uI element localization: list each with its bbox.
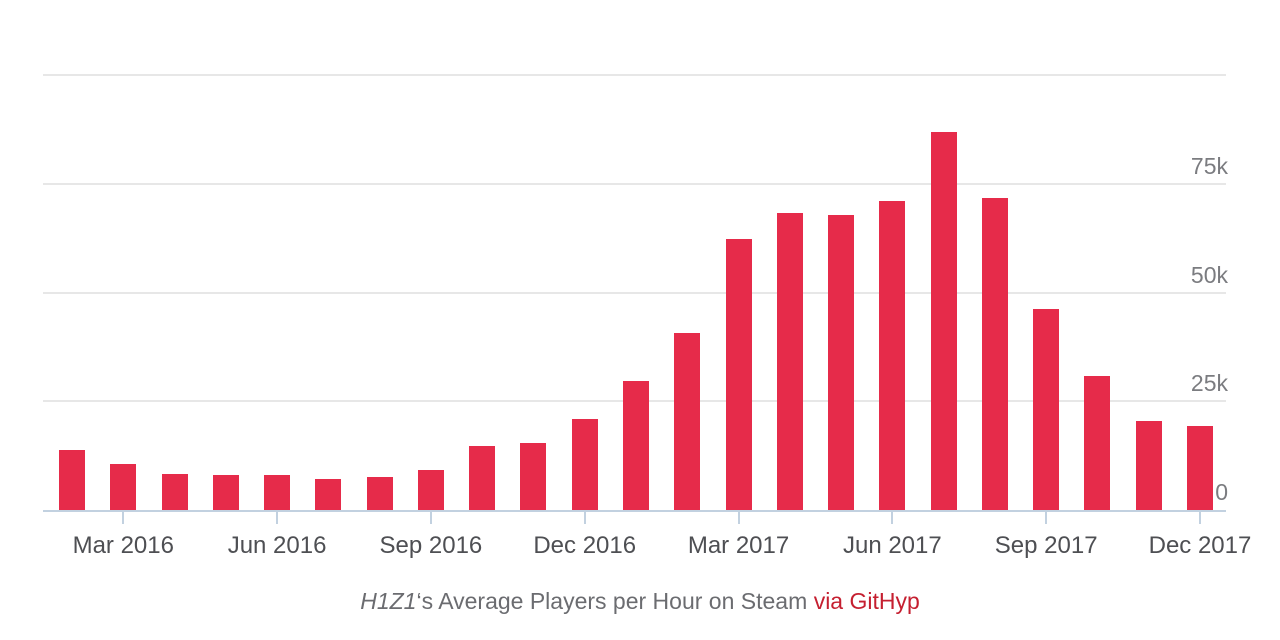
x-axis-tick <box>583 512 586 524</box>
x-axis-label: Dec 2017 <box>1148 532 1252 559</box>
x-axis-tick <box>429 512 432 524</box>
bar-oct-2016 <box>469 445 496 510</box>
x-axis-label: Dec 2016 <box>533 532 637 559</box>
x-axis-tick <box>737 512 740 524</box>
x-axis-tick <box>276 512 279 524</box>
x-axis-label: Sep 2017 <box>994 532 1098 559</box>
x-axis-label: Jun 2017 <box>842 532 942 559</box>
x-axis-tick <box>122 512 125 524</box>
githyp-link[interactable]: via GitHyp <box>813 588 920 614</box>
x-axis-tick <box>1045 512 1048 524</box>
chart-caption: H1Z1‘s Average Players per Hour on Steam… <box>0 588 1280 615</box>
bar-feb-2016 <box>59 449 85 510</box>
y-axis-label: 50k <box>1190 261 1228 288</box>
gridline <box>43 74 1226 76</box>
bar-may-2017 <box>828 214 855 510</box>
gridline <box>43 182 1226 185</box>
game-title: H1Z1 <box>360 588 417 614</box>
bar-mar-2016 <box>110 463 137 510</box>
x-axis-label: Jun 2016 <box>227 532 327 559</box>
bar-nov-2017 <box>1135 420 1162 510</box>
bar-dec-2017 <box>1186 426 1213 510</box>
bar-jun-2017 <box>879 201 906 510</box>
bar-mar-2017 <box>725 239 752 510</box>
bar-apr-2016 <box>161 473 188 510</box>
x-axis-tick <box>1198 512 1201 524</box>
x-axis-label: Mar 2017 <box>687 532 790 559</box>
bar-chart-plot-area: 75k 50k 25k 0 Mar 2016 Jun 2016 Sep 2016 Dec 20… <box>43 74 1251 559</box>
bar-sep-2017 <box>1033 309 1060 510</box>
x-axis-label: Mar 2016 <box>72 532 174 559</box>
bar-dec-2016 <box>571 418 598 510</box>
y-axis-label: 75k <box>1190 152 1228 179</box>
bar-aug-2016 <box>366 476 393 510</box>
caption-text: ‘s Average Players per Hour on Steam <box>416 588 808 614</box>
bar-aug-2017 <box>981 198 1008 510</box>
bar-feb-2017 <box>674 332 701 510</box>
bar-sep-2016 <box>417 469 444 510</box>
bar-nov-2016 <box>520 442 547 510</box>
bar-may-2016 <box>212 475 239 510</box>
bar-oct-2017 <box>1084 375 1111 510</box>
bar-jan-2017 <box>622 380 649 510</box>
bar-jul-2017 <box>930 132 957 510</box>
y-axis-label: 0 <box>1215 479 1228 505</box>
x-axis-label: Sep 2016 <box>379 532 483 559</box>
x-axis-tick <box>891 512 894 524</box>
bar-jun-2016 <box>264 475 291 510</box>
bar-apr-2017 <box>776 213 803 510</box>
y-axis-label: 25k <box>1190 370 1228 397</box>
gridline <box>43 291 1226 294</box>
bar-jul-2016 <box>315 478 342 510</box>
